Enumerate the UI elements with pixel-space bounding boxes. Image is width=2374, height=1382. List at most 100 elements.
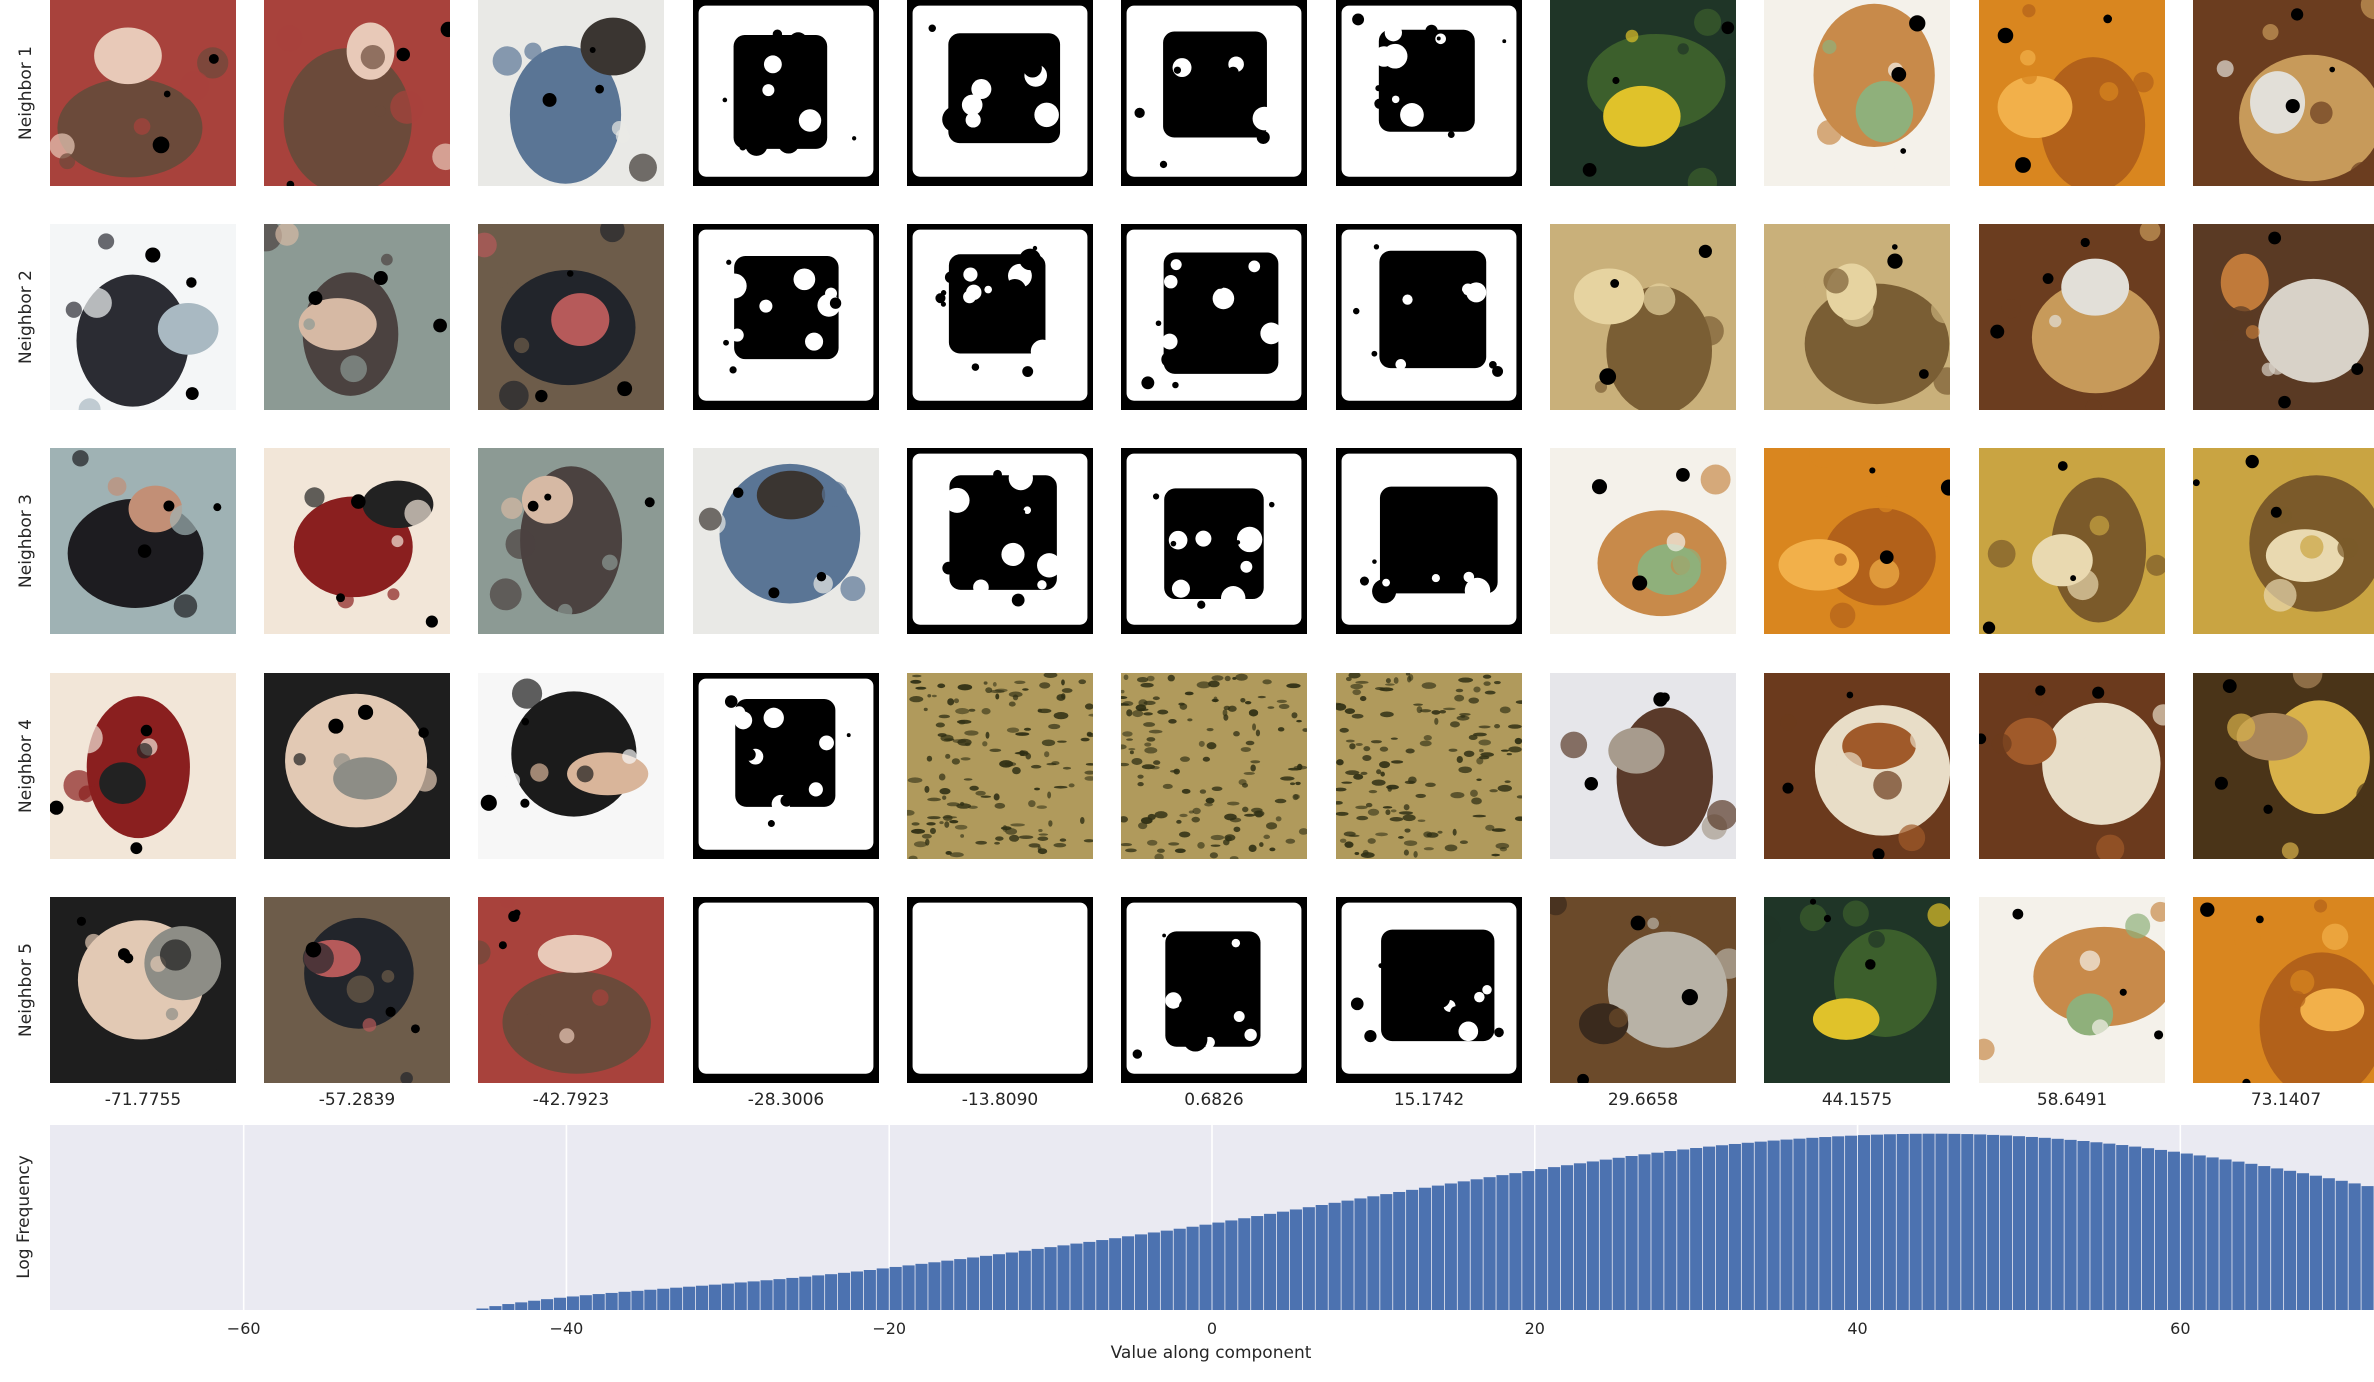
photo-thumbnail <box>1764 673 1950 859</box>
histogram-bar <box>1044 1247 1057 1310</box>
histogram-bar <box>1018 1250 1031 1310</box>
histogram-chart: −60 −40 −20 0 20 40 60 Value along component L… <box>14 1125 2374 1363</box>
histogram-bar <box>2348 1183 2361 1310</box>
histogram-bar <box>1999 1135 2013 1310</box>
histogram-bar <box>915 1263 928 1310</box>
x-tick-label: 40 <box>1847 1319 1867 1338</box>
grid-lines <box>242 1125 2182 1310</box>
histogram-bar <box>1819 1137 1832 1310</box>
histogram-bar <box>1573 1163 1587 1310</box>
column-value-label: 0.6826 <box>1184 1090 1244 1110</box>
row-label-3: Neighbor 3 <box>0 448 52 634</box>
histogram-bar <box>1561 1165 1574 1310</box>
mask-thumbnail <box>693 224 879 410</box>
histogram-bar <box>1909 1133 1922 1310</box>
histogram-bar <box>553 1297 567 1310</box>
histogram-bar <box>1974 1134 1987 1310</box>
histogram-bar <box>1870 1134 1883 1310</box>
histogram-bar <box>992 1254 1006 1310</box>
x-tick-label: −20 <box>872 1319 906 1338</box>
histogram-bar <box>837 1272 851 1310</box>
column-value-label: -57.2839 <box>318 1090 396 1110</box>
histogram-bar <box>1509 1173 1522 1310</box>
column-value-label: 58.6491 <box>2036 1090 2108 1110</box>
histogram-bar <box>1186 1226 1199 1310</box>
histogram-bar <box>1444 1183 1457 1310</box>
histogram-bar <box>760 1280 773 1310</box>
mask-thumbnail <box>1336 0 1522 186</box>
histogram-bar <box>2232 1161 2245 1310</box>
histogram-bar <box>1470 1179 1483 1310</box>
histogram-bar <box>1767 1140 1780 1310</box>
mask-thumbnail <box>1121 224 1307 410</box>
histogram-bar <box>605 1292 618 1310</box>
histogram-bar <box>476 1308 489 1310</box>
histogram-bar <box>1302 1207 1315 1310</box>
mask-thumbnail <box>907 897 1093 1083</box>
row-label-5: Neighbor 5 <box>0 897 52 1083</box>
histogram-bar <box>541 1299 554 1310</box>
histogram-bar <box>1638 1154 1651 1310</box>
histogram-bar <box>1199 1224 1212 1310</box>
histogram-bar <box>812 1275 825 1310</box>
histogram-bar <box>1728 1143 1741 1310</box>
x-tick-label: −40 <box>550 1319 584 1338</box>
mask-thumbnail <box>693 0 879 186</box>
column-value-label: -42.7923 <box>532 1090 610 1110</box>
histogram-bar <box>2309 1175 2322 1310</box>
histogram-bar <box>1225 1220 1238 1310</box>
histogram-bar <box>631 1290 644 1310</box>
histogram-bar <box>876 1268 889 1310</box>
histogram-bar <box>1883 1134 1896 1310</box>
photo-thumbnail <box>2193 897 2374 1083</box>
histogram-bar <box>1418 1187 1432 1310</box>
histogram-bar <box>1173 1228 1186 1310</box>
x-tick-labels: −60 −40 −20 0 20 40 60 <box>227 1319 2191 1338</box>
histogram-bar <box>1109 1238 1122 1310</box>
histogram-bar <box>1393 1191 1406 1310</box>
histogram-bar <box>1664 1151 1677 1310</box>
histogram-bar <box>2142 1148 2155 1310</box>
photo-thumbnail <box>478 897 664 1083</box>
y-axis-label: Log Frequency <box>14 1155 34 1279</box>
histogram-bar <box>1238 1218 1251 1310</box>
mask-thumbnail <box>1121 0 1307 186</box>
histogram-bar <box>1496 1175 1509 1310</box>
photo-thumbnail <box>264 897 450 1083</box>
photo-thumbnail <box>693 448 879 634</box>
histogram-bar <box>1083 1241 1096 1310</box>
histogram-bar <box>2296 1173 2310 1310</box>
histogram-bar <box>1276 1211 1290 1310</box>
histogram-bar <box>1431 1185 1444 1310</box>
mask-thumbnail <box>1121 448 1307 634</box>
histogram-bar <box>1806 1137 1819 1310</box>
row-label-text: Neighbor 5 <box>16 943 36 1037</box>
histogram-bar <box>721 1283 734 1310</box>
photo-thumbnail <box>1979 897 2165 1083</box>
histogram-bar <box>1857 1135 1871 1310</box>
row-label-4: Neighbor 4 <box>0 673 52 859</box>
row-label-text: Neighbor 3 <box>16 494 36 588</box>
histogram-bar <box>502 1304 515 1310</box>
histogram-bar <box>1457 1181 1470 1310</box>
row-label-text: Neighbor 4 <box>16 719 36 813</box>
histogram-bar <box>1987 1134 2000 1310</box>
histogram-bar <box>1147 1232 1160 1310</box>
photo-thumbnail <box>50 224 236 410</box>
histogram-bar <box>902 1265 915 1310</box>
mask-thumbnail <box>693 897 879 1083</box>
histogram-bar <box>2361 1186 2374 1310</box>
histogram-bar <box>1251 1216 1264 1310</box>
histogram-bar <box>2103 1143 2116 1310</box>
x-axis-label: Value along component <box>1111 1343 1312 1363</box>
histogram-bar <box>1134 1234 1148 1310</box>
histogram-bar <box>515 1302 528 1310</box>
histogram-bar <box>2090 1142 2103 1310</box>
histogram-bar <box>683 1286 696 1310</box>
histogram-bar <box>2193 1155 2206 1310</box>
histogram-bar <box>1780 1139 1793 1310</box>
histogram-bar <box>618 1291 631 1310</box>
mask-thumbnail <box>1336 897 1522 1083</box>
histogram-bar <box>1599 1159 1612 1310</box>
